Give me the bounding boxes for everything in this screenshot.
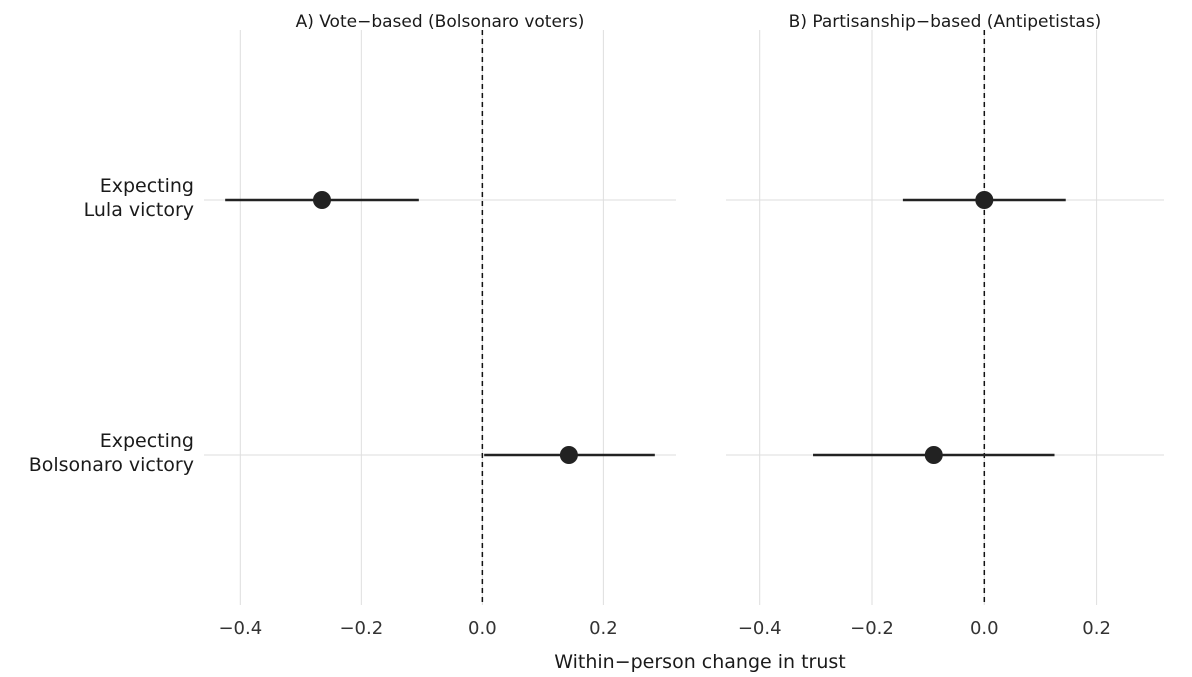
x-tick-label: −0.4 (218, 618, 262, 639)
panel-a: A) Vote−based (Bolsonaro voters) −0.4 −0.2… (204, 12, 676, 639)
x-tick-label: 0.2 (589, 618, 618, 639)
point-estimate (313, 191, 331, 209)
x-tick-label: −0.2 (339, 618, 383, 639)
x-tick-label: −0.4 (738, 618, 782, 639)
panel-title: B) Partisanship−based (Antipetistas) (789, 12, 1102, 32)
x-tick-label: 0.0 (468, 618, 497, 639)
panel-title: A) Vote−based (Bolsonaro voters) (296, 12, 585, 32)
x-tick-label: 0.2 (1082, 618, 1111, 639)
point-estimate (975, 191, 994, 209)
category-label: Expecting Bolsonaro victory (29, 430, 194, 476)
x-tick-label: 0.0 (970, 618, 999, 639)
point-estimate (924, 446, 943, 464)
category-labels: Expecting Lula victory Expecting Bolsonaro … (29, 175, 194, 476)
panel-b: B) Partisanship−based (Antipetistas) −0.4… (726, 12, 1164, 639)
panels-layer: A) Vote−based (Bolsonaro voters) −0.4 −0.2… (204, 12, 1164, 639)
point-estimate (559, 446, 578, 464)
category-label: Expecting Lula victory (84, 175, 194, 221)
x-axis-title: Within−person change in trust (554, 651, 846, 673)
x-tick-label: −0.2 (850, 618, 894, 639)
